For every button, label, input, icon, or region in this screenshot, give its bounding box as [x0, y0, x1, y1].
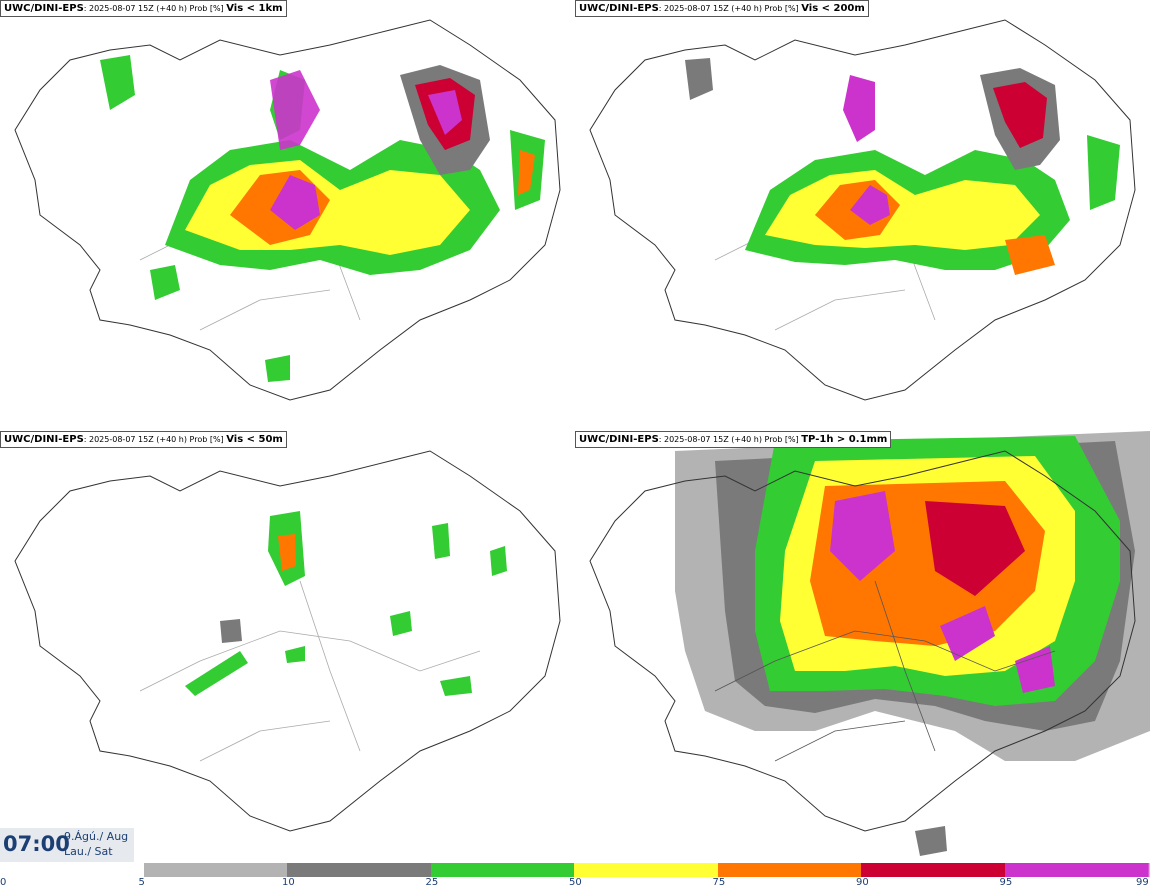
valid-weekday: Lau./ Sat [64, 845, 113, 858]
colorbar-tick-label: 10 [282, 877, 295, 888]
probability-colorbar [143, 863, 1150, 877]
prob-field [185, 511, 507, 696]
colorbar-bin [430, 863, 574, 877]
iceland-map [589, 431, 1150, 856]
colorbar-bin [1148, 863, 1150, 877]
map-panel-tp-1h: UWC/DINI-EPS: 2025-08-07 15Z (+40 h) Pro… [575, 431, 1150, 862]
colorbar-bin [574, 863, 718, 877]
colorbar-tick-label: 50 [569, 877, 582, 888]
valid-time-box: 07:00 9.Ágú./ Aug Lau./ Sat [0, 828, 134, 862]
iceland-map [14, 450, 561, 832]
map-panel-vis-1km: UWC/DINI-EPS: 2025-08-07 15Z (+40 h) Pro… [0, 0, 575, 431]
colorbar-tick-label: 95 [999, 877, 1013, 888]
colorbar-bin [717, 863, 861, 877]
map-panel-vis-200m: UWC/DINI-EPS: 2025-08-07 15Z (+40 h) Pro… [575, 0, 1150, 431]
colorbar-bin [143, 863, 287, 877]
colorbar-tick-label: 99 [1136, 877, 1149, 888]
panel-title: UWC/DINI-EPS: 2025-08-07 15Z (+40 h) Pro… [575, 0, 869, 17]
prob-field [100, 55, 545, 382]
colorbar-tick-label: 5 [138, 877, 145, 888]
colorbar-tick-label: 90 [856, 877, 869, 888]
map-panel-vis-50m: UWC/DINI-EPS: 2025-08-07 15Z (+40 h) Pro… [0, 431, 575, 862]
colorbar-bin [287, 863, 431, 877]
valid-time: 07:00 [3, 832, 70, 856]
panel-title: UWC/DINI-EPS: 2025-08-07 15Z (+40 h) Pro… [0, 431, 287, 448]
iceland-map [14, 19, 561, 401]
iceland-map [589, 19, 1136, 401]
prob-field [685, 58, 1120, 275]
panel-title: UWC/DINI-EPS: 2025-08-07 15Z (+40 h) Pro… [0, 0, 287, 17]
colorbar-bin [861, 863, 1005, 877]
colorbar-bin [1004, 863, 1148, 877]
valid-date: 9.Ágú./ Aug [64, 830, 129, 843]
colorbar-tick-label: 0 [0, 877, 7, 888]
colorbar-tick-label: 75 [712, 877, 726, 888]
colorbar-tick-label: 25 [425, 877, 439, 888]
panel-title: UWC/DINI-EPS: 2025-08-07 15Z (+40 h) Pro… [575, 431, 892, 448]
